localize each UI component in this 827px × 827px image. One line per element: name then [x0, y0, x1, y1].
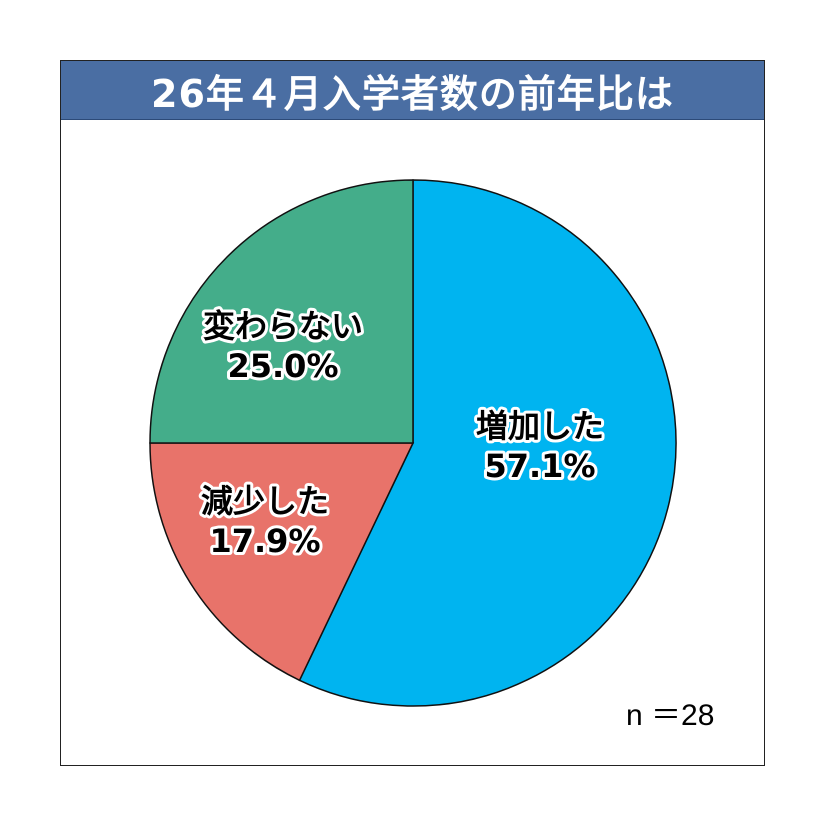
- sample-size-annotation: n ＝28: [626, 699, 715, 732]
- slice-value-label: 25.0%: [227, 347, 338, 385]
- chart-frame: 26年４月入学者数の前年比は: [60, 60, 765, 766]
- chart-title: 26年４月入学者数の前年比は: [61, 61, 764, 120]
- slice-value-label: 17.9%: [209, 522, 320, 560]
- slice-label: 増加した: [476, 407, 604, 445]
- slice-label: 減少した: [201, 482, 329, 520]
- pie-slice-2: [149, 442, 415, 682]
- pie-slice-1: [298, 179, 677, 707]
- pie-slice-3: [149, 179, 414, 444]
- slice-label: 変わらない: [203, 307, 363, 345]
- slice-value-label: 57.1%: [484, 447, 595, 485]
